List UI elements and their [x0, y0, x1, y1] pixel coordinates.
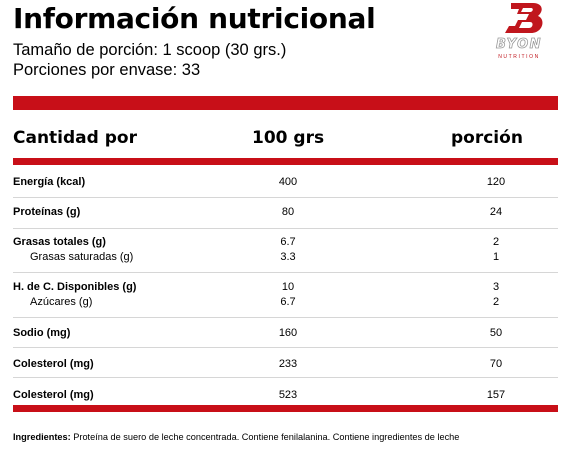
ingredients-footnote: Ingredientes: Proteína de suero de leche… [13, 432, 459, 442]
row-label-total-fat: Grasas totales (g) [13, 236, 106, 248]
row-value-carbs-100g: 10 [281, 281, 295, 293]
row-label-sodium: Sodio (mg) [13, 327, 71, 339]
row-label-cholesterol-2: Colesterol (mg) [13, 389, 94, 401]
column-header-divider [13, 158, 558, 165]
logo-sub-text: NUTRITION [498, 54, 540, 60]
row-value-sodium-100g: 160 [278, 327, 298, 339]
row-label-saturated-fat: Grasas saturadas (g) [30, 251, 134, 263]
row-label-protein: Proteínas (g) [13, 206, 81, 218]
servings-per-container: Porciones por envase: 33 [13, 61, 201, 79]
row-divider [13, 197, 558, 198]
row-divider [13, 377, 558, 378]
row-value-total-fat-100g: 6.7 [280, 236, 296, 248]
column-header-amount: Cantidad por [13, 128, 137, 148]
row-value-cholesterol-100g: 233 [278, 358, 298, 370]
row-divider [13, 317, 558, 318]
ingredients-label: Ingredientes: [13, 432, 71, 442]
b-mark-icon [505, 3, 543, 33]
row-label-cholesterol: Colesterol (mg) [13, 358, 94, 370]
row-value-cholesterol-2-portion: 157 [486, 389, 506, 401]
page-title: Información nutricional [13, 2, 376, 35]
row-value-protein-100g: 80 [281, 206, 295, 218]
row-value-protein-portion: 24 [489, 206, 503, 218]
header-band [13, 96, 558, 110]
ingredients-text: Proteína de suero de leche concentrada. … [73, 432, 460, 442]
row-value-carbs-portion: 3 [492, 281, 500, 293]
serving-size: Tamaño de porción: 1 scoop (30 grs.) [13, 41, 287, 59]
row-divider [13, 347, 558, 348]
brand-logo: BYON NUTRITION [484, 0, 554, 64]
column-header-per-100g: 100 grs [252, 128, 325, 148]
row-value-saturated-fat-100g: 3.3 [280, 251, 296, 263]
row-value-sodium-portion: 50 [489, 327, 503, 339]
row-value-cholesterol-portion: 70 [489, 358, 503, 370]
row-label-energy: Energía (kcal) [13, 176, 86, 188]
row-value-total-fat-portion: 2 [492, 236, 500, 248]
column-header-per-portion: porción [451, 128, 523, 148]
row-value-sugars-portion: 2 [492, 296, 500, 308]
row-value-energy-portion: 120 [486, 176, 506, 188]
row-value-saturated-fat-portion: 1 [492, 251, 500, 263]
row-divider [13, 272, 558, 273]
row-value-cholesterol-2-100g: 523 [278, 389, 298, 401]
table-bottom-band [13, 405, 558, 412]
logo-brand-text: BYON [495, 37, 543, 53]
row-divider [13, 228, 558, 229]
row-value-energy-100g: 400 [278, 176, 298, 188]
row-label-sugars: Azúcares (g) [30, 296, 93, 308]
row-value-sugars-100g: 6.7 [280, 296, 296, 308]
row-label-carbs: H. de C. Disponibles (g) [13, 281, 137, 293]
